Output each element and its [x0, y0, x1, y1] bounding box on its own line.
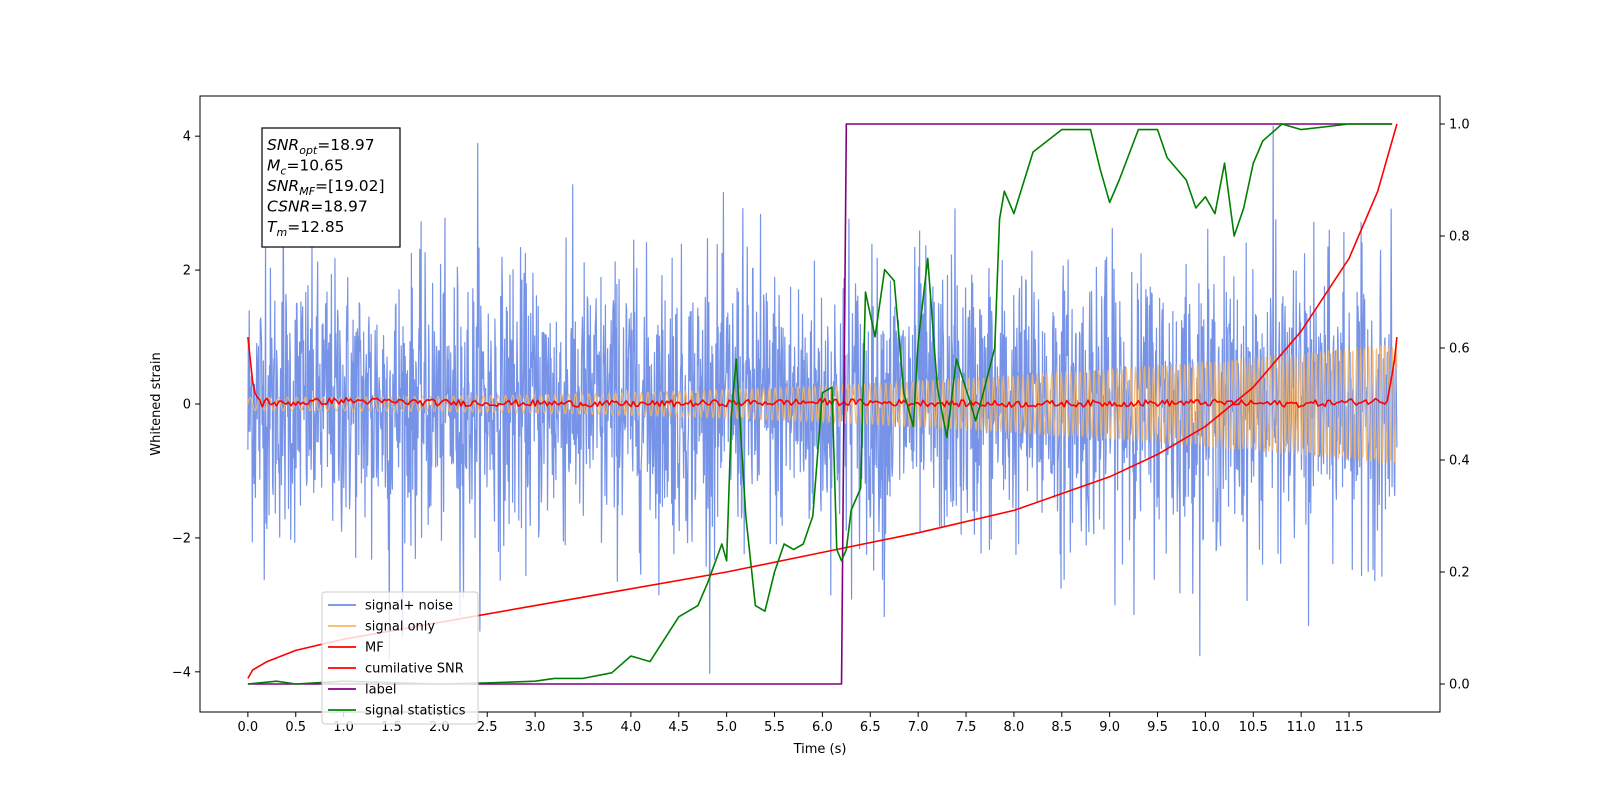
- legend-label-mf: MF: [365, 641, 384, 656]
- x-tick-label: 3.5: [573, 720, 594, 735]
- x-tick-label: 5.0: [716, 720, 737, 735]
- y2-tick-label: 0.4: [1449, 454, 1470, 469]
- y-axis-right: 1.0 0.8 0.6 0.4 0.2 0.0: [1440, 118, 1470, 693]
- annotation-line: SNRopt=18.97: [267, 136, 375, 157]
- annotation-frame: [261, 127, 401, 248]
- legend-frame: [321, 591, 479, 725]
- y-tick-label: 2: [183, 264, 191, 279]
- x-tick-label: 10.5: [1239, 720, 1268, 735]
- annotation-line: SNRMF=[19.02]: [267, 177, 385, 198]
- y-tick-label: −2: [172, 531, 191, 546]
- x-tick-label: 6.0: [812, 720, 833, 735]
- x-tick-label: 4.0: [621, 720, 642, 735]
- series-cumilative-snr: [247, 123, 1398, 679]
- x-tick-label: 11.0: [1287, 720, 1316, 735]
- x-tick-label: 5.5: [764, 720, 785, 735]
- annotation-line: Mc=10.65: [267, 157, 344, 178]
- y-axis-left: 4 2 0 −2 −4: [172, 130, 200, 680]
- series-label: [247, 123, 1393, 685]
- y2-tick-label: 0.2: [1449, 566, 1470, 581]
- x-tick-label: 8.5: [1051, 720, 1072, 735]
- y-tick-label: 4: [183, 130, 191, 145]
- series-layer: [247, 123, 1398, 685]
- legend: signal+ noise signal only MF cumilative SNR…: [321, 591, 479, 725]
- stats-annotation-box: SNRopt=18.97Mc=10.65SNRMF=[19.02]CSNR=18…: [261, 127, 401, 248]
- x-tick-label: 7.5: [956, 720, 977, 735]
- y2-tick-label: 1.0: [1449, 118, 1470, 133]
- legend-label-cumilative-snr: cumilative SNR: [365, 662, 464, 677]
- y-tick-label: −4: [172, 665, 191, 680]
- x-tick-label: 6.5: [860, 720, 881, 735]
- y2-tick-label: 0.8: [1449, 230, 1470, 245]
- y-tick-label: 0: [183, 398, 191, 413]
- x-tick-label: 2.5: [477, 720, 498, 735]
- x-tick-label: 7.0: [908, 720, 929, 735]
- x-tick-label: 10.0: [1191, 720, 1220, 735]
- y-axis-label: Whitened strain: [149, 352, 164, 455]
- annotation-line: CSNR=18.97: [267, 198, 368, 216]
- y2-tick-label: 0.0: [1449, 678, 1470, 693]
- x-tick-label: 3.0: [525, 720, 546, 735]
- x-tick-label: 9.5: [1147, 720, 1168, 735]
- x-tick-label: 0.5: [285, 720, 306, 735]
- legend-label-label: label: [365, 683, 396, 698]
- y2-tick-label: 0.6: [1449, 342, 1470, 357]
- x-tick-label: 11.5: [1335, 720, 1364, 735]
- annotation-line: Tm=12.85: [267, 218, 345, 239]
- series-signal-only: [247, 344, 1398, 464]
- x-tick-label: 4.5: [668, 720, 689, 735]
- x-axis-label: Time (s): [793, 742, 847, 757]
- legend-label-signal-only: signal only: [365, 620, 435, 635]
- legend-label-signal-noise: signal+ noise: [365, 599, 453, 614]
- x-tick-label: 8.0: [1004, 720, 1025, 735]
- series-signal-statistics: [247, 123, 1393, 685]
- x-tick-label: 0.0: [238, 720, 259, 735]
- legend-label-signal-statistics: signal statistics: [365, 704, 466, 719]
- x-tick-label: 9.0: [1099, 720, 1120, 735]
